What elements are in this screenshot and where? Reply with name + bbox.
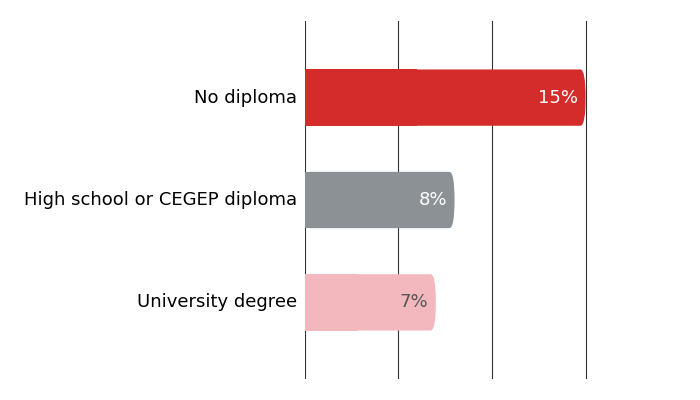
Text: 7%: 7% [400, 293, 428, 311]
FancyBboxPatch shape [304, 274, 436, 330]
Text: High school or CEGEP diploma: High school or CEGEP diploma [25, 191, 298, 209]
Text: 8%: 8% [419, 191, 447, 209]
FancyBboxPatch shape [304, 172, 454, 228]
FancyBboxPatch shape [304, 70, 586, 126]
Text: University degree: University degree [137, 293, 298, 311]
Bar [304, 172, 365, 228]
Bar [304, 274, 357, 330]
Bar [304, 70, 417, 126]
Text: No diploma: No diploma [195, 89, 298, 107]
Text: 15%: 15% [538, 89, 578, 107]
